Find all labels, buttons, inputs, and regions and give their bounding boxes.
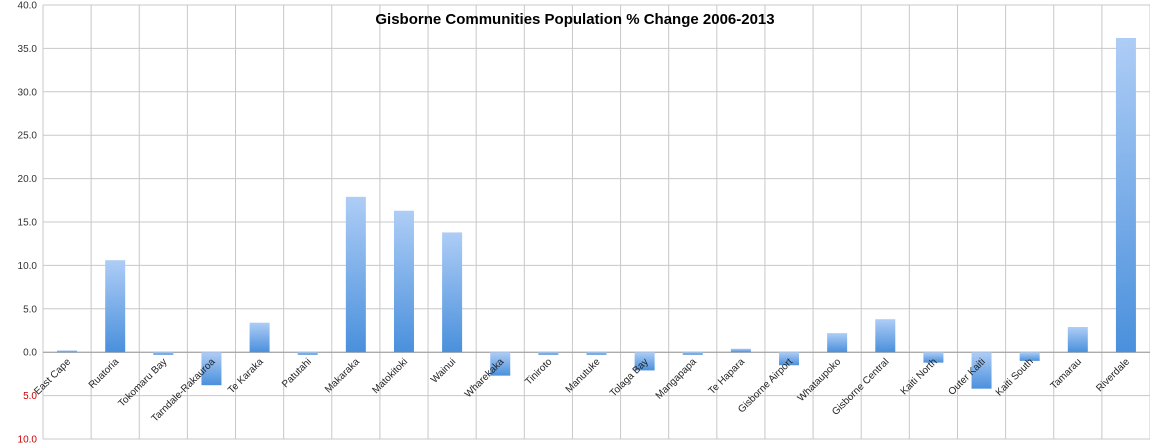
bar-tokomaru-bay — [153, 352, 174, 355]
x-category-label: Manutuke — [564, 356, 603, 395]
y-axis-tick-labels: 40.0 35.0 30.0 25.0 20.0 15.0 10.0 5.0 0.0 5.0 10.… — [18, 1, 38, 445]
x-category-label: Kaiti North — [899, 357, 940, 398]
x-category-label: Matokitoki — [370, 357, 410, 397]
grid-lines — [42, 4, 1150, 440]
y-tick-label: 5.0 — [23, 304, 37, 315]
x-category-label: Te Karaka — [226, 356, 266, 396]
bar-gisborne-airport — [779, 352, 800, 366]
bar-ruatoria — [105, 260, 126, 353]
bar-wharekaka — [490, 352, 511, 376]
x-category-label: Kaiti South — [994, 357, 1036, 399]
y-tick-label: 15.0 — [18, 218, 38, 229]
x-category-label: Patutahi — [280, 357, 314, 391]
chart-title: Gisborne Communities Population % Change… — [375, 11, 774, 28]
bar-te-hapara — [730, 348, 751, 353]
y-tick-label: 30.0 — [18, 87, 38, 98]
bar-wainui — [442, 232, 463, 353]
x-category-label: East Cape — [32, 356, 73, 397]
x-category-label: Te Hapara — [707, 356, 748, 397]
y-tick-label: 35.0 — [18, 44, 38, 55]
x-category-label: Makaraka — [323, 356, 362, 395]
x-category-label: Whataupoko — [796, 356, 844, 404]
x-category-label: Mangapapa — [654, 356, 699, 401]
bar-mangapapa — [682, 352, 703, 355]
x-category-label: Tokomaru Bay — [116, 357, 169, 410]
bar-tiniroto — [538, 352, 559, 355]
bar-riverdale — [1115, 37, 1136, 353]
bar-manutuke — [586, 352, 607, 355]
y-tick-label: 10.0 — [18, 435, 38, 445]
bar-patutahi — [297, 352, 318, 355]
bar-te-karaka — [249, 322, 270, 353]
y-tick-label: 5.0 — [23, 391, 37, 402]
x-category-label: Ruatoria — [87, 356, 122, 391]
bar-matokitoki — [393, 210, 414, 353]
bar-outer-kaiti — [971, 352, 992, 389]
y-tick-label: 10.0 — [18, 261, 38, 272]
bar-east-cape — [57, 350, 78, 353]
bars — [57, 37, 1136, 389]
y-tick-label: 25.0 — [18, 131, 38, 142]
bar-kaiti-south — [1019, 352, 1040, 361]
x-category-label: Tiniroto — [523, 356, 554, 387]
bar-kaiti-north — [923, 352, 944, 363]
bar-tolaga-bay — [634, 352, 655, 371]
x-category-label: Riverdale — [1094, 356, 1132, 394]
bar-tarndale-rakauroa — [201, 352, 222, 386]
bar-gisborne-central — [875, 319, 896, 353]
x-category-label: Wainui — [429, 357, 458, 386]
bar-whataupoko — [827, 333, 848, 353]
bar-makaraka — [345, 196, 366, 353]
x-category-label: Tolaga Bay — [608, 357, 651, 400]
y-tick-label: 20.0 — [18, 174, 38, 185]
bar-tamarau — [1067, 327, 1088, 353]
y-tick-label: 0.0 — [23, 348, 37, 359]
x-category-label: Wharekaka — [463, 356, 507, 400]
y-tick-label: 40.0 — [18, 1, 38, 12]
